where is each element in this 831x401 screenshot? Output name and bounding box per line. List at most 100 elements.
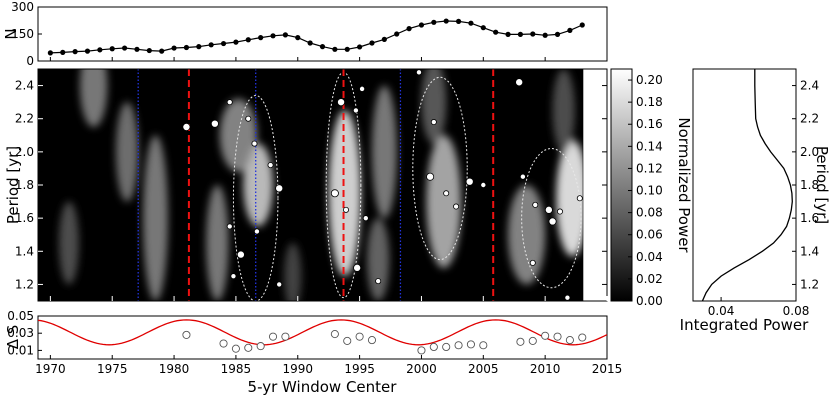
top-point (542, 32, 548, 38)
power-region (206, 185, 229, 301)
side-ylabel: Period [yr] (813, 146, 831, 224)
top-point (72, 49, 78, 55)
top-point (121, 45, 128, 51)
top-point (47, 50, 53, 56)
delta-s-point (528, 336, 537, 345)
top-ylabel: N (2, 28, 20, 39)
cycle-marker-lines (137, 69, 593, 301)
colorbar-tick-label: 0.02 (636, 272, 663, 286)
top-point (60, 49, 66, 55)
x-tick-label: 2000 (406, 362, 437, 376)
peak-marker (236, 250, 245, 259)
peak-marker (515, 78, 524, 87)
top-point (208, 42, 214, 48)
main-ytick-label: 1.6 (15, 211, 34, 225)
peak-marker (375, 278, 382, 285)
peak-marker (465, 177, 474, 186)
x-tick-label: 2015 (592, 362, 623, 376)
top-point (146, 47, 152, 54)
sinusoid-fit (38, 319, 607, 346)
top-yticks: 0 150 300 (11, 0, 42, 68)
x-tick-label: 1990 (282, 362, 313, 376)
bottom-fit-curve (38, 319, 607, 346)
colorbar-tick-label: 0.06 (636, 228, 663, 242)
top-point (567, 27, 573, 33)
main-panel: 1.2 1.4 1.6 1.8 2.0 2.2 2.4 Period [yr] (4, 68, 608, 302)
colorbar-tick-label: 0.00 (636, 294, 663, 308)
top-point (97, 47, 103, 53)
colorbar-tick-label: 0.16 (636, 117, 663, 131)
main-ytick-label: 2.0 (15, 145, 34, 159)
side-series (701, 69, 793, 302)
side-panel: 1.2 1.4 1.6 1.8 2.0 2.2 2.4 0.04 0.08 Integrate… (680, 68, 831, 334)
peak-marker (226, 223, 233, 230)
significance-contour (232, 95, 279, 301)
top-point (443, 18, 449, 24)
delta-s-point (219, 339, 228, 348)
main-yticks: 1.2 1.4 1.6 1.8 2.0 2.2 2.4 (15, 79, 607, 291)
bottom-axes-frame (37, 315, 608, 360)
peak-marker (343, 206, 350, 213)
x-tick-label: 1975 (97, 362, 128, 376)
bottom-ytick-label: 0.05 (7, 309, 34, 323)
top-ytick-label: 150 (11, 27, 34, 41)
power-region (367, 218, 390, 301)
colorbar-tick-label: 0.08 (636, 206, 663, 220)
main-xlabel: 5-yr Window Center (248, 378, 398, 396)
bottom-ytick-label: 0.03 (7, 326, 34, 340)
top-point (530, 31, 536, 37)
delta-s-point (182, 330, 191, 339)
top-point (406, 26, 412, 32)
side-ytick-label: 1.2 (800, 277, 819, 291)
significance-contour (412, 76, 468, 261)
peak-marker (362, 215, 369, 222)
power-region (508, 185, 546, 285)
top-point (307, 40, 313, 46)
bottom-ylabel: Δ S (4, 325, 22, 350)
top-point (245, 37, 251, 43)
top-point (493, 29, 499, 35)
peak-marker (253, 228, 260, 235)
top-point (554, 31, 561, 37)
top-point (381, 36, 387, 43)
bottom-ytick-label: 0.01 (7, 343, 34, 357)
top-point (468, 20, 474, 26)
power-region (421, 69, 447, 144)
top-point (233, 39, 239, 45)
peak-marker (337, 98, 346, 107)
peak-marker (226, 99, 233, 106)
top-point (455, 18, 462, 24)
delta-s-point (466, 340, 475, 349)
top-point (418, 22, 425, 28)
top-point (220, 40, 227, 47)
side-xlabel: Integrated Power (680, 316, 810, 334)
power-region (284, 243, 302, 301)
colorbar-ticks: 0.00 0.02 0.04 0.06 0.08 0.10 0.12 0.14 0.16 0.18… (628, 73, 663, 308)
bottom-yticks: 0.01 0.03 0.05 (7, 309, 42, 357)
top-point (319, 44, 326, 50)
delta-s-point (343, 336, 352, 345)
top-point (332, 46, 338, 52)
bottom-panel: 0.01 0.03 0.05 Δ S (4, 309, 608, 360)
delta-s-point (231, 344, 240, 353)
colorbar-tick-label: 0.14 (636, 139, 663, 153)
top-point (517, 31, 524, 37)
peak-markers (182, 69, 583, 301)
top-point (505, 31, 511, 37)
delta-s-point (578, 333, 587, 342)
top-point (159, 48, 165, 54)
peak-marker (529, 259, 536, 266)
top-ytick-label: 0 (26, 54, 34, 68)
peak-marker (245, 115, 252, 122)
peak-marker (182, 123, 191, 132)
peak-marker (443, 190, 450, 197)
side-ytick-label: 1.6 (800, 211, 819, 225)
power-region (219, 98, 257, 172)
x-axis-ticks: 1970 1975 1980 1985 1990 1995 2000 2005 2010 2015 (35, 57, 622, 376)
colorbar-label: Normalized Power (675, 117, 693, 253)
peak-marker (576, 195, 583, 202)
delta-s-point (516, 337, 525, 346)
delta-s-point (454, 341, 463, 350)
peak-marker (480, 181, 487, 188)
